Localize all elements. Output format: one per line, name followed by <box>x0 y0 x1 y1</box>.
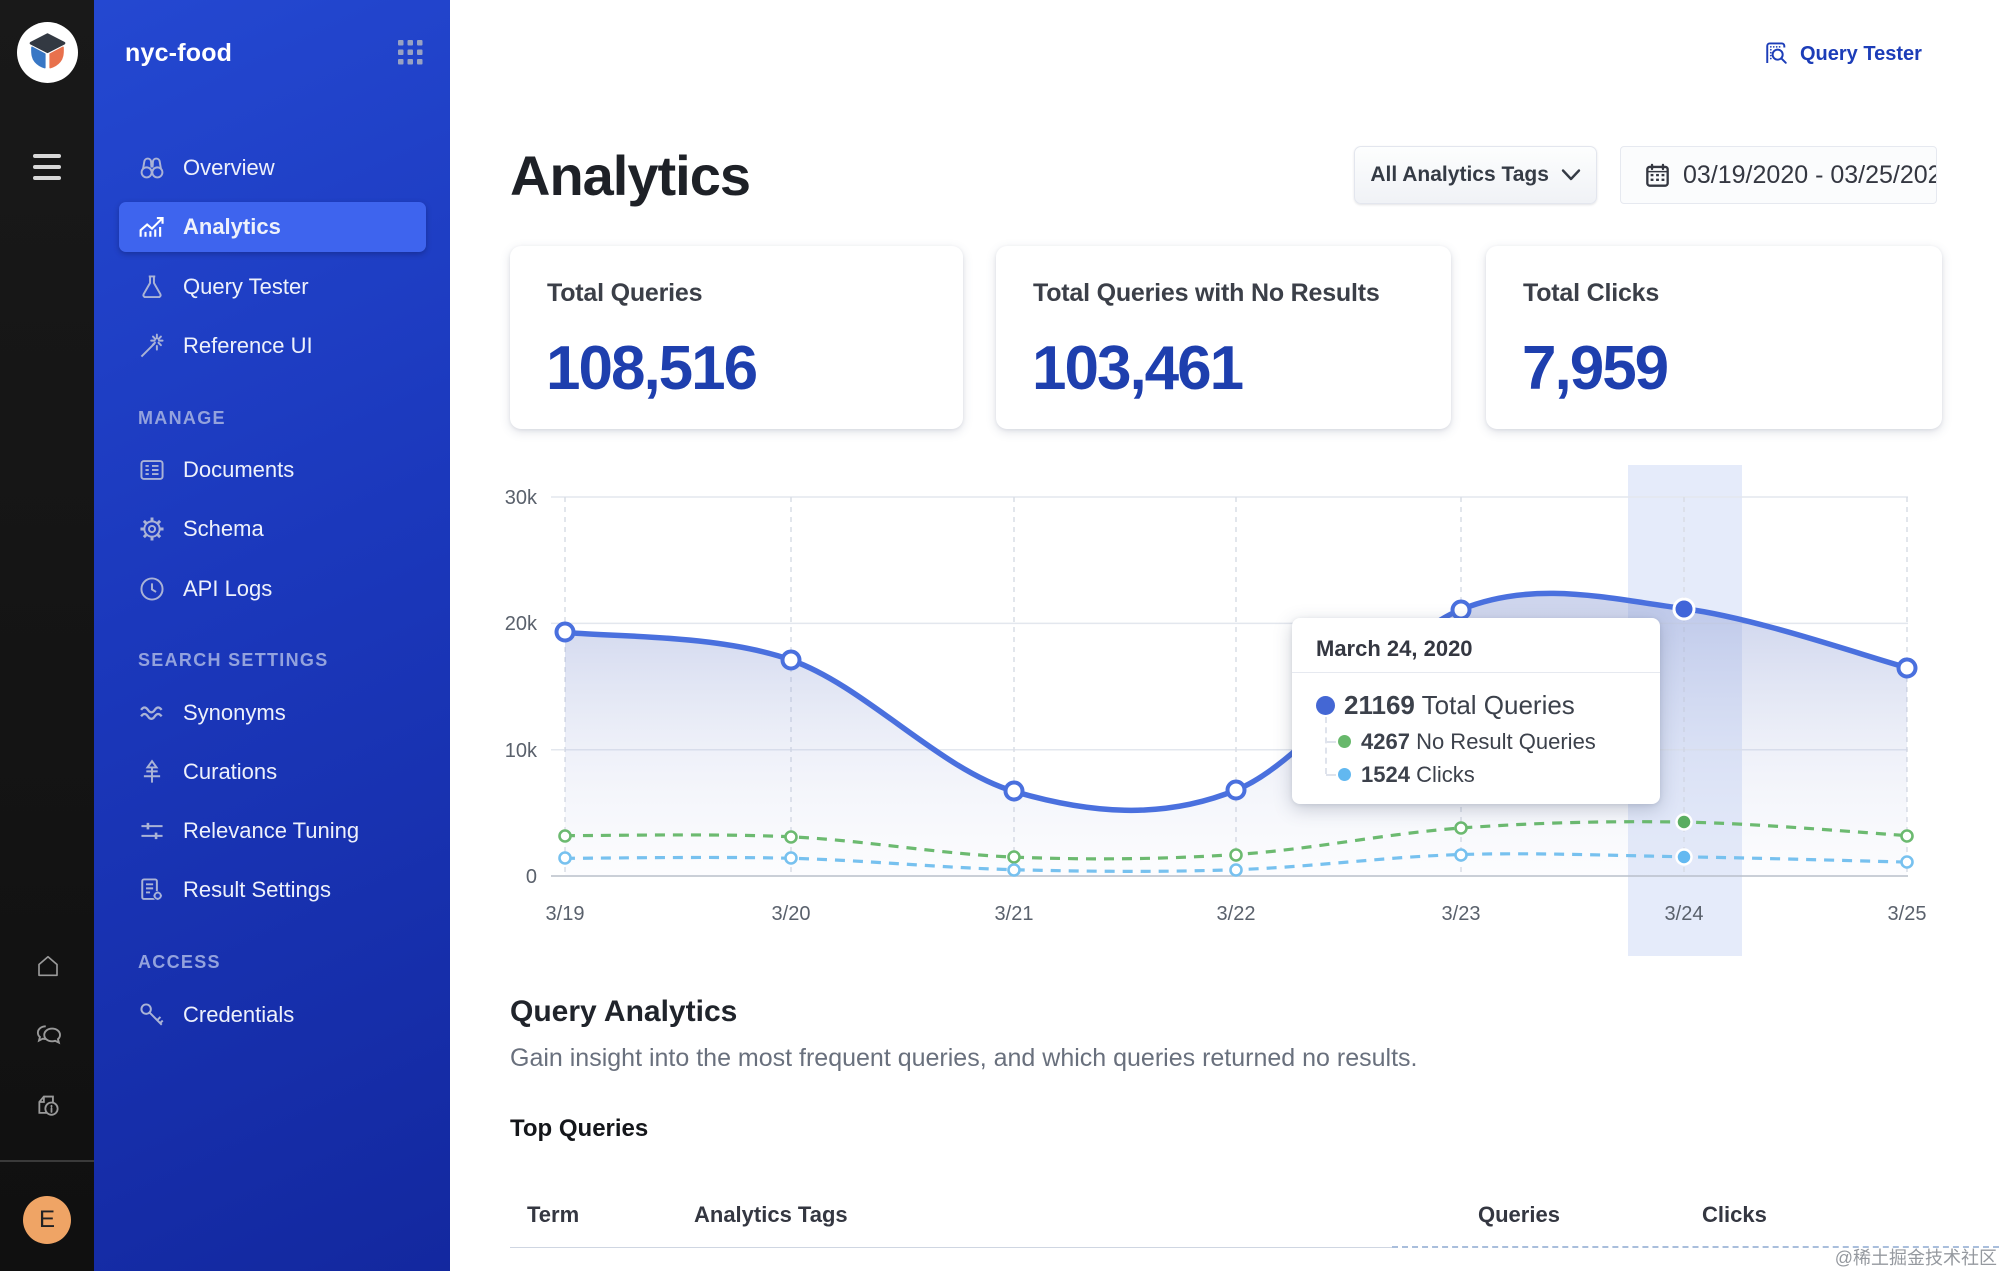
svg-text:3/21: 3/21 <box>995 903 1034 925</box>
svg-text:3/22: 3/22 <box>1217 903 1256 925</box>
svg-text:3/20: 3/20 <box>772 903 811 925</box>
svg-text:30k: 30k <box>505 487 538 509</box>
svg-text:3/23: 3/23 <box>1442 903 1481 925</box>
svg-text:20k: 20k <box>505 613 538 635</box>
svg-text:10k: 10k <box>505 740 538 762</box>
svg-text:3/24: 3/24 <box>1665 903 1704 925</box>
svg-text:0: 0 <box>526 866 537 888</box>
svg-text:3/19: 3/19 <box>546 903 585 925</box>
svg-text:3/25: 3/25 <box>1888 903 1927 925</box>
